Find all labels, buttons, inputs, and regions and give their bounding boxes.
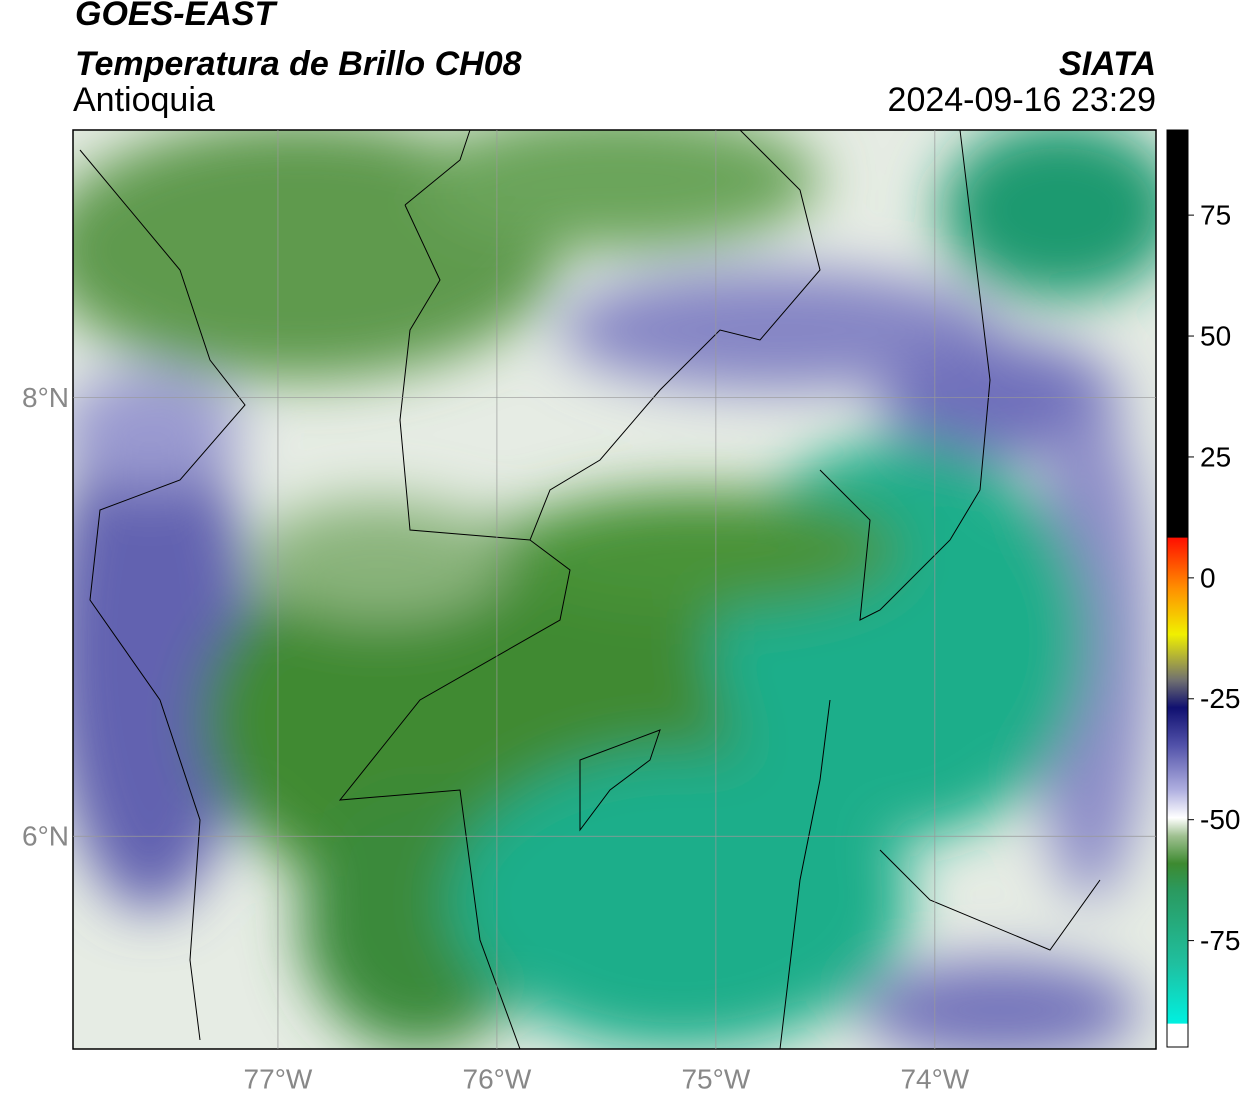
colorbar-tick-label: 50 xyxy=(1200,320,1231,351)
region: Antioquia xyxy=(73,81,215,119)
title: GOES-EAST xyxy=(75,0,278,33)
x-tick-label: 74°W xyxy=(900,1063,969,1094)
colorbar-tick-label: 25 xyxy=(1200,441,1231,472)
y-tick-label: 6°N xyxy=(22,821,69,852)
colorbar-tick-label: 0 xyxy=(1200,562,1216,593)
x-tick-label: 75°W xyxy=(681,1063,750,1094)
colorbar-tick-label: -50 xyxy=(1200,804,1240,835)
colorbar-tick-label: -75 xyxy=(1200,925,1240,956)
colorbar-tick-label: -25 xyxy=(1200,683,1240,714)
map-frame xyxy=(72,129,1157,1050)
colorbar-tick-label: 75 xyxy=(1200,200,1231,231)
y-tick-label: 8°N xyxy=(22,382,69,413)
x-tick-label: 76°W xyxy=(463,1063,532,1094)
colorbar xyxy=(1166,129,1189,1048)
subtitle: Temperatura de Brillo CH08 xyxy=(75,45,522,83)
satellite-image xyxy=(73,130,1156,1049)
source: SIATA xyxy=(1059,45,1156,83)
datetime: 2024-09-16 23:29 xyxy=(888,81,1156,119)
x-tick-label: 77°W xyxy=(244,1063,313,1094)
